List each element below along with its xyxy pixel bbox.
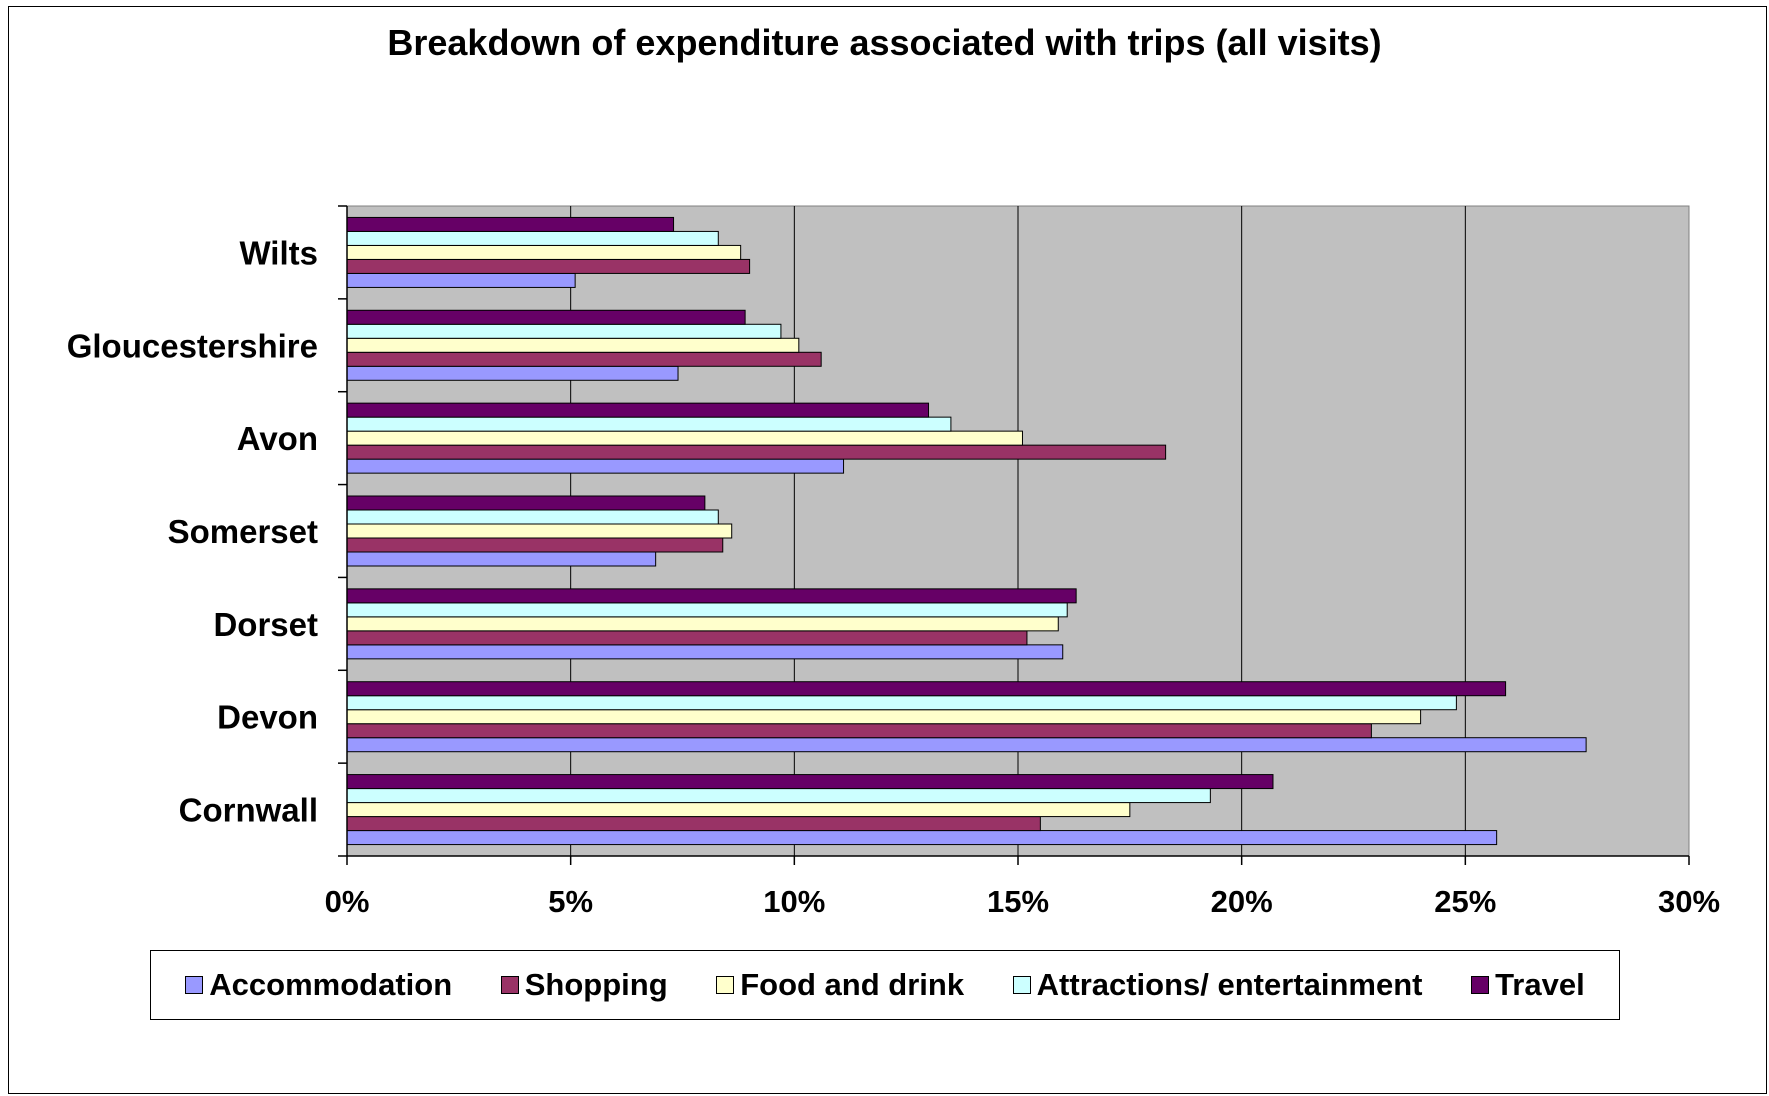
bar-gloucestershire-food-and-drink bbox=[346, 337, 800, 353]
legend-swatch-travel bbox=[1471, 976, 1490, 994]
category-label-gloucestershire: Gloucestershire bbox=[67, 327, 318, 364]
bar-wilts-accommodation bbox=[346, 272, 576, 288]
bar-wilts-food-and-drink bbox=[346, 244, 742, 260]
bar-gloucestershire-accommodation bbox=[346, 365, 679, 381]
bar-gloucestershire-attractions-entertainment bbox=[346, 323, 782, 339]
bar-devon-food-and-drink bbox=[346, 709, 1422, 725]
category-labels: Cornwall Devon Dorset Somerset Avon Glouceste… bbox=[67, 234, 318, 828]
bar-somerset-attractions-entertainment bbox=[346, 509, 719, 525]
bar-somerset-shopping bbox=[346, 537, 724, 553]
bar-cornwall-travel bbox=[346, 774, 1274, 790]
bar-devon-travel bbox=[346, 681, 1507, 697]
x-ticks bbox=[346, 856, 1690, 865]
bars bbox=[346, 216, 1587, 846]
x-tick-label-30: 30% bbox=[1658, 884, 1720, 919]
legend-swatch-attractions-entertainment bbox=[1012, 976, 1031, 994]
legend: Accommodation Shopping Food and drink Attra… bbox=[150, 950, 1620, 1020]
legend-item-travel: Travel bbox=[1471, 967, 1585, 1003]
x-tick-label-15: 15% bbox=[987, 884, 1049, 919]
category-label-dorset: Dorset bbox=[213, 606, 318, 643]
bar-dorset-food-and-drink bbox=[346, 616, 1059, 632]
bar-avon-travel bbox=[346, 402, 930, 418]
x-tick-label-0: 0% bbox=[325, 884, 370, 919]
bar-dorset-shopping bbox=[346, 630, 1028, 646]
category-label-somerset: Somerset bbox=[168, 513, 318, 550]
bar-devon-shopping bbox=[346, 723, 1372, 739]
legend-swatch-food-and-drink bbox=[716, 976, 735, 994]
bar-wilts-attractions-entertainment bbox=[346, 230, 719, 246]
bar-cornwall-shopping bbox=[346, 816, 1041, 832]
legend-item-shopping: Shopping bbox=[500, 967, 668, 1003]
legend-label-shopping: Shopping bbox=[524, 967, 668, 1002]
bar-cornwall-attractions-entertainment bbox=[346, 788, 1211, 804]
category-label-wilts: Wilts bbox=[239, 234, 318, 271]
category-label-avon: Avon bbox=[237, 420, 318, 457]
bar-devon-attractions-entertainment bbox=[346, 695, 1457, 711]
legend-item-accommodation: Accommodation bbox=[185, 967, 452, 1003]
legend-label-food-and-drink: Food and drink bbox=[740, 967, 965, 1002]
bar-avon-attractions-entertainment bbox=[346, 416, 952, 432]
bar-cornwall-accommodation bbox=[346, 830, 1498, 846]
bar-dorset-travel bbox=[346, 588, 1077, 604]
x-tick-label-20: 20% bbox=[1211, 884, 1273, 919]
category-label-cornwall: Cornwall bbox=[179, 792, 318, 829]
bar-devon-accommodation bbox=[346, 737, 1587, 753]
y-ticks bbox=[338, 205, 347, 857]
bar-somerset-accommodation bbox=[346, 551, 657, 567]
bar-gloucestershire-shopping bbox=[346, 351, 822, 367]
bar-dorset-attractions-entertainment bbox=[346, 602, 1068, 618]
bar-cornwall-food-and-drink bbox=[346, 802, 1131, 818]
legend-swatch-accommodation bbox=[185, 976, 204, 994]
legend-swatch-shopping bbox=[500, 976, 519, 994]
bar-avon-food-and-drink bbox=[346, 430, 1023, 446]
bar-somerset-food-and-drink bbox=[346, 523, 733, 539]
bar-somerset-travel bbox=[346, 495, 706, 511]
x-tick-labels: 0% 5% 10% 15% 20% 25% 30% bbox=[325, 884, 1720, 919]
bar-wilts-shopping bbox=[346, 258, 751, 274]
chart-title: Breakdown of expenditure associated with… bbox=[387, 22, 1382, 63]
x-tick-label-25: 25% bbox=[1434, 884, 1496, 919]
legend-label-attractions-entertainment: Attractions/ entertainment bbox=[1036, 967, 1423, 1002]
x-tick-label-5: 5% bbox=[548, 884, 593, 919]
bar-gloucestershire-travel bbox=[346, 309, 746, 325]
legend-item-food-and-drink: Food and drink bbox=[716, 967, 964, 1003]
legend-item-attractions-entertainment: Attractions/ entertainment bbox=[1012, 967, 1423, 1003]
legend-label-travel: Travel bbox=[1495, 967, 1585, 1002]
x-tick-label-10: 10% bbox=[763, 884, 825, 919]
bar-avon-accommodation bbox=[346, 458, 845, 474]
bar-avon-shopping bbox=[346, 444, 1167, 460]
category-label-devon: Devon bbox=[217, 699, 318, 736]
bar-dorset-accommodation bbox=[346, 644, 1064, 660]
bar-wilts-travel bbox=[346, 216, 675, 232]
legend-label-accommodation: Accommodation bbox=[209, 967, 453, 1002]
